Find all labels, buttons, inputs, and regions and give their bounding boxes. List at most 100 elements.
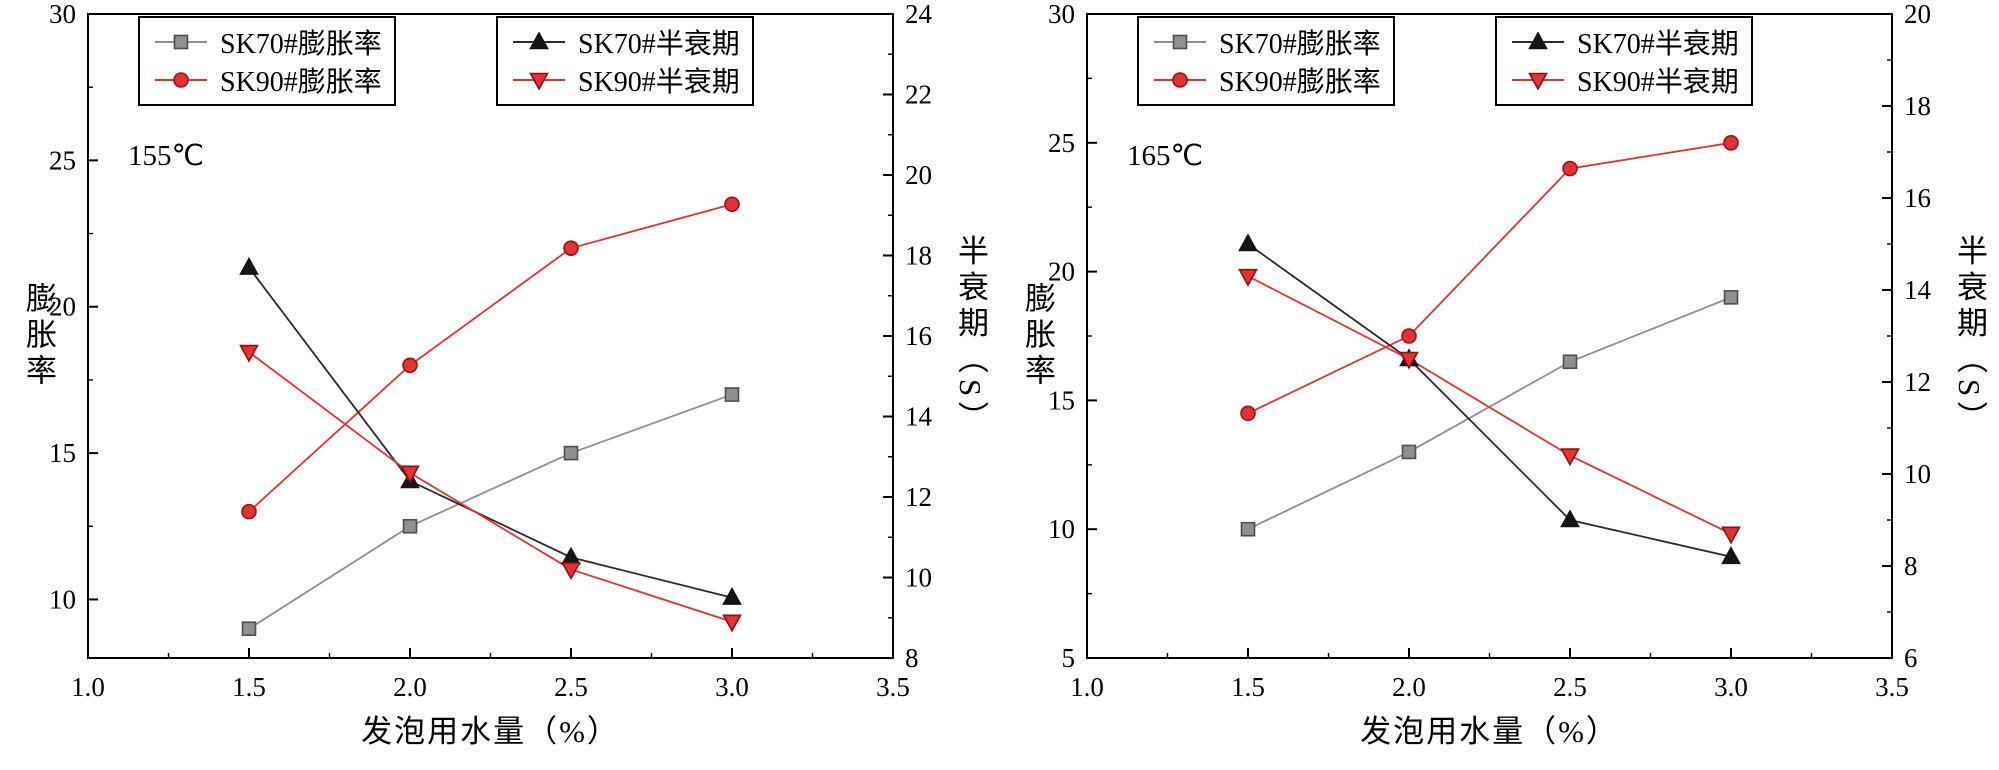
y-right-tick-label: 18 xyxy=(1904,91,1931,121)
y-right-tick-label: 16 xyxy=(1904,183,1931,213)
legend-label: SK70#膨胀率 xyxy=(1219,29,1381,60)
legend-glyph-svg xyxy=(513,31,565,50)
legend-marker-sk70-expansion-icon xyxy=(1151,32,1209,52)
series-line xyxy=(1247,141,1732,415)
legend-marker-sk70-expansion-icon xyxy=(152,32,210,52)
legend-glyph-svg xyxy=(155,34,207,50)
chart-panel-155c: 1.0 1.5 2.0 2.5 3.0 3.5 10 15 20 25 30 8 10 12 14 16 18 2… xyxy=(21,0,988,749)
data-point-marker xyxy=(241,621,257,637)
legend-label: SK90#半衰期 xyxy=(578,67,740,98)
y-left-tick-label: 15 xyxy=(1048,385,1075,415)
legend-label: SK70#半衰期 xyxy=(578,29,740,60)
series-line xyxy=(1247,243,1732,558)
data-point-marker xyxy=(722,614,742,633)
series-line xyxy=(248,351,733,623)
y-right-tick-label: 12 xyxy=(1904,367,1931,397)
data-point-marker xyxy=(1401,328,1417,344)
x-tick-label: 1.0 xyxy=(71,672,105,702)
legend-item: SK90#膨胀率 xyxy=(152,61,382,99)
legend-glyph-svg xyxy=(1512,31,1564,50)
x-axis-title: 发泡用水量（%） xyxy=(1360,714,1619,749)
x-tick-label: 2.5 xyxy=(554,672,588,702)
data-point-marker xyxy=(402,357,418,374)
y-right-tick-label: 20 xyxy=(905,160,932,190)
legend-glyph-svg xyxy=(1512,72,1564,91)
left-axis-title: 膨胀率 xyxy=(21,282,56,390)
data-point-marker xyxy=(1721,546,1741,565)
data-point-marker xyxy=(1560,448,1580,467)
data-point-marker xyxy=(1240,405,1256,422)
temperature-label: 165℃ xyxy=(1127,140,1204,172)
legend-label: SK70#半衰期 xyxy=(1577,29,1739,60)
data-point-marker xyxy=(1238,233,1258,252)
legend-item: SK90#膨胀率 xyxy=(1151,61,1381,99)
y-left-tick-label: 5 xyxy=(1062,643,1076,673)
legend-item: SK70#半衰期 xyxy=(1509,23,1739,61)
legend-expansion-rate: SK70#膨胀率 SK90#膨胀率 xyxy=(138,16,396,106)
y-right-tick-label: 14 xyxy=(905,402,933,432)
y-left-tick-label: 25 xyxy=(1048,128,1075,158)
x-tick-label: 2.5 xyxy=(1553,672,1587,702)
legend-label: SK90#半衰期 xyxy=(1577,67,1739,98)
data-point-marker xyxy=(402,518,418,534)
axis-frame xyxy=(87,13,894,659)
legend-half-life: SK70#半衰期 SK90#半衰期 xyxy=(1495,16,1753,106)
x-tick-label: 2.0 xyxy=(393,672,427,702)
data-point-marker xyxy=(1401,444,1417,460)
y-right-tick-label: 14 xyxy=(1904,275,1932,305)
legend-label: SK90#膨胀率 xyxy=(1219,67,1381,98)
y-right-tick-label: 22 xyxy=(905,80,932,110)
left-axis-title: 膨胀率 xyxy=(1020,282,1055,390)
data-point-marker xyxy=(722,586,742,605)
legend-glyph-svg xyxy=(155,72,207,88)
legend-glyph-svg xyxy=(1154,34,1206,50)
legend-glyph-svg xyxy=(513,72,565,91)
data-point-marker xyxy=(1562,354,1578,370)
y-left-tick-label: 10 xyxy=(1048,514,1075,544)
legend-item: SK90#半衰期 xyxy=(1509,61,1739,99)
data-point-marker xyxy=(1172,72,1188,88)
data-point-marker xyxy=(1560,509,1580,528)
legend-item: SK90#半衰期 xyxy=(510,61,740,99)
data-point-marker xyxy=(1721,526,1741,545)
legend-item: SK70#半衰期 xyxy=(510,23,740,61)
data-point-marker xyxy=(1723,135,1739,151)
series-line xyxy=(1247,275,1732,535)
data-point-marker xyxy=(173,72,189,88)
legend-marker-sk70-halflife-icon xyxy=(1509,31,1567,52)
data-point-marker xyxy=(1172,34,1188,50)
legend-marker-sk90-halflife-icon xyxy=(1509,70,1567,91)
y-right-tick-label: 6 xyxy=(1904,643,1918,673)
data-point-marker xyxy=(529,31,549,50)
x-tick-label: 3.5 xyxy=(1875,672,1909,702)
y-right-tick-label: 8 xyxy=(1904,551,1918,581)
legend-label: SK70#膨胀率 xyxy=(220,29,382,60)
data-point-marker xyxy=(1562,160,1578,177)
legend-marker-sk90-halflife-icon xyxy=(510,70,568,91)
data-point-marker xyxy=(239,256,259,275)
data-point-marker xyxy=(239,344,259,363)
axis-frame xyxy=(1086,13,1893,659)
data-point-marker xyxy=(173,34,189,50)
legend-half-life: SK70#半衰期 SK90#半衰期 xyxy=(496,16,754,106)
legend-expansion-rate: SK70#膨胀率 SK90#膨胀率 xyxy=(1137,16,1395,106)
legend-marker-sk90-expansion-icon xyxy=(1151,70,1209,90)
x-tick-label: 1.5 xyxy=(232,672,266,702)
data-point-marker xyxy=(1528,72,1548,91)
x-tick-label: 1.5 xyxy=(1231,672,1265,702)
data-point-marker xyxy=(400,465,420,484)
legend-item: SK70#膨胀率 xyxy=(152,23,382,61)
y-right-tick-label: 16 xyxy=(905,321,932,351)
data-point-marker xyxy=(561,546,581,565)
y-right-tick-label: 24 xyxy=(905,0,933,29)
y-left-tick-label: 20 xyxy=(49,292,76,322)
legend-item: SK70#膨胀率 xyxy=(1151,23,1381,61)
y-left-tick-label: 15 xyxy=(49,438,76,468)
right-axis-title: 半衰期（S） xyxy=(953,234,988,438)
series-line xyxy=(248,203,733,513)
data-point-marker xyxy=(563,445,579,461)
y-right-tick-label: 18 xyxy=(905,241,932,271)
x-axis-title: 发泡用水量（%） xyxy=(361,714,620,749)
series-line xyxy=(248,267,733,599)
